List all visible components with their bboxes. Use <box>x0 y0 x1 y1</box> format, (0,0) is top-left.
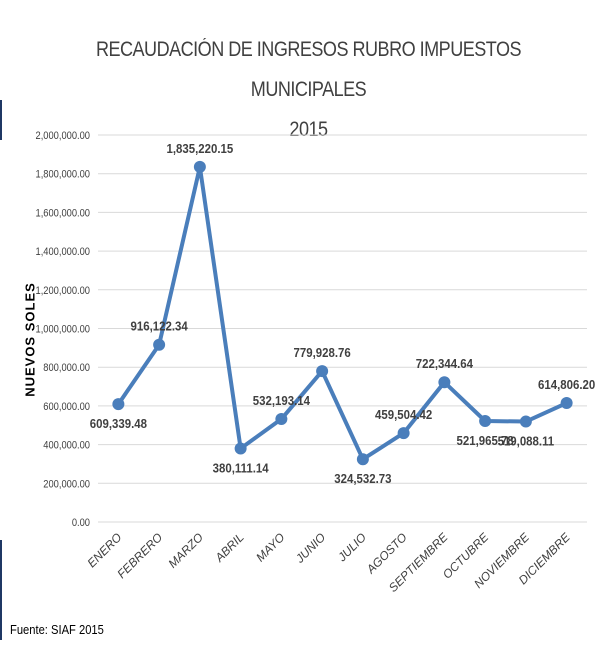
y-tick-label: 0.00 <box>72 517 90 529</box>
data-label: 1,835,220.15 <box>167 141 234 156</box>
data-point <box>193 160 206 173</box>
data-label: 380,111.14 <box>213 461 269 476</box>
data-label: 459,504.42 <box>375 407 432 422</box>
data-point <box>479 414 492 427</box>
data-labels: 609,339.48 916,122.34 1,835,220.15 380,111.… <box>90 141 596 486</box>
x-tick-label: MARZO <box>165 530 206 571</box>
data-point <box>519 415 532 428</box>
y-tick-label: 1,200,000.00 <box>36 285 91 297</box>
data-point <box>316 365 329 378</box>
x-tick-label: ABRIL <box>212 530 247 565</box>
y-tick-label: 1,000,000.00 <box>36 324 91 336</box>
left-edge-mark-1 <box>0 100 2 140</box>
data-label: 779,928.76 <box>294 345 351 360</box>
y-tick-label: 1,400,000.00 <box>36 246 91 258</box>
left-edge-mark-2 <box>0 540 2 640</box>
x-tick-label: JUNIO <box>292 530 328 566</box>
series-line-path <box>116 164 568 462</box>
data-point <box>560 397 573 410</box>
data-label: 519,088.11 <box>498 434 555 449</box>
y-tick-label: 200,000.00 <box>43 479 90 491</box>
x-tick-label: ENERO <box>84 530 124 570</box>
chart-title-main: RECAUDACIÓN DE INGRESOS RUBRO IMPUESTOS … <box>95 38 522 101</box>
data-label: 609,339.48 <box>90 416 147 431</box>
x-tick-label: JULIO <box>334 530 369 565</box>
data-label: 722,344.64 <box>416 357 473 372</box>
data-label: 324,532.73 <box>334 472 391 487</box>
data-point <box>112 398 125 411</box>
data-point <box>438 376 451 389</box>
y-tick-label: 800,000.00 <box>43 363 90 375</box>
data-point <box>275 413 288 426</box>
data-point <box>397 427 410 440</box>
y-tick-label: 1,800,000.00 <box>36 169 91 181</box>
data-point <box>356 453 369 466</box>
y-tick-label: 400,000.00 <box>43 440 90 452</box>
series-line <box>116 164 568 462</box>
data-label: 614,806.20 <box>538 377 595 392</box>
data-point <box>153 338 166 351</box>
y-tick-label: 1,600,000.00 <box>36 208 91 220</box>
source-note: Fuente: SIAF 2015 <box>10 622 104 637</box>
y-tick-label: 600,000.00 <box>43 401 90 413</box>
data-point <box>234 442 247 455</box>
data-label: 532,193.14 <box>253 393 310 408</box>
y-axis-ticks: 0.00 200,000.00 400,000.00 600,000.00 800,00… <box>36 130 91 529</box>
y-tick-label: 2,000,000.00 <box>36 130 91 142</box>
series-points <box>112 160 573 466</box>
data-label: 521,965.78 <box>457 433 514 448</box>
data-label: 916,122.34 <box>131 319 188 334</box>
x-tick-label: MAYO <box>253 530 287 564</box>
